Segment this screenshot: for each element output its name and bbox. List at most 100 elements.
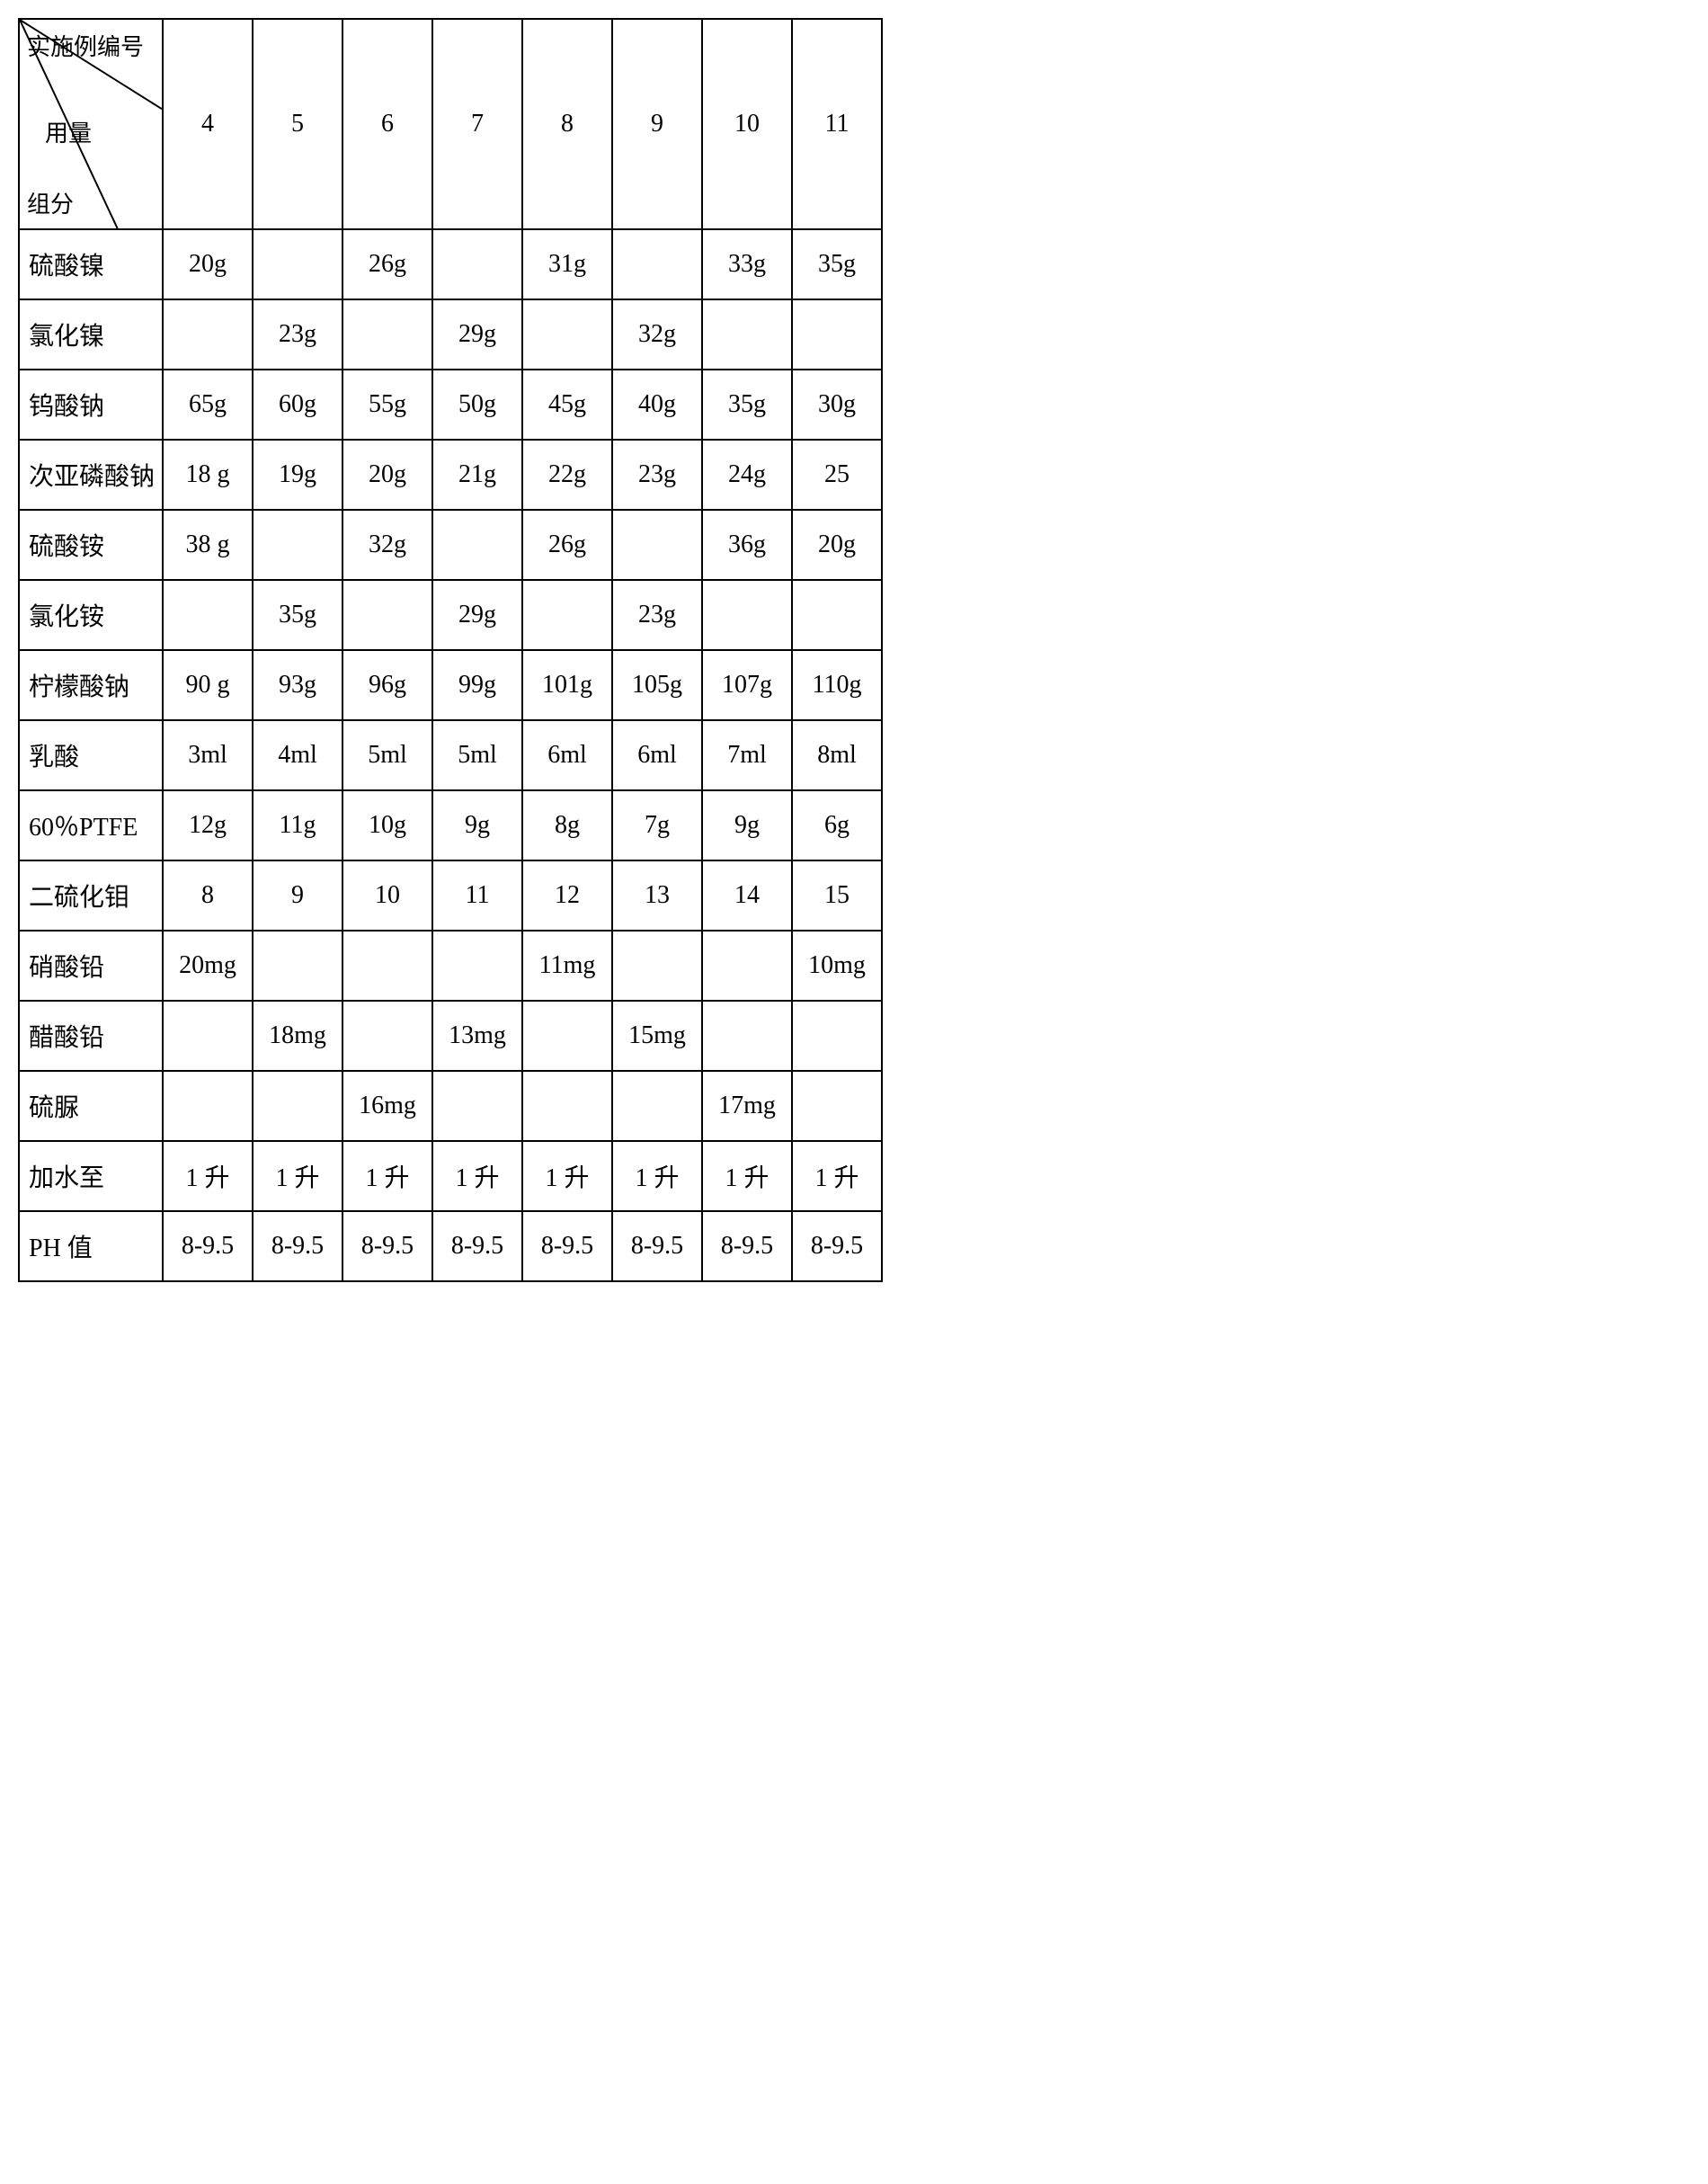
data-cell: 23g [253, 299, 342, 370]
header-diagonal-cell: 实施例编号用量组分 [19, 19, 163, 229]
data-cell [163, 1071, 253, 1141]
data-cell: 12 [522, 860, 612, 931]
table-row: 柠檬酸钠90 g93g96g99g101g105g107g110g [19, 650, 882, 720]
table-row: 氯化镍 23g 29g 32g [19, 299, 882, 370]
data-cell: 8ml [792, 720, 882, 790]
data-cell: 1 升 [612, 1141, 702, 1211]
data-cell: 1 升 [702, 1141, 792, 1211]
data-cell: 7ml [702, 720, 792, 790]
data-cell: 35g [253, 580, 342, 650]
data-cell: 101g [522, 650, 612, 720]
data-cell [792, 1071, 882, 1141]
data-cell: 55g [342, 370, 432, 440]
data-cell: 45g [522, 370, 612, 440]
data-cell [432, 931, 522, 1001]
row-label: 60％PTFE [19, 790, 163, 860]
data-cell [163, 580, 253, 650]
data-cell [253, 229, 342, 299]
data-cell: 18mg [253, 1001, 342, 1071]
data-cell: 11mg [522, 931, 612, 1001]
data-cell: 29g [432, 580, 522, 650]
data-cell: 26g [342, 229, 432, 299]
data-cell: 7g [612, 790, 702, 860]
data-cell [612, 1071, 702, 1141]
data-cell: 38 g [163, 510, 253, 580]
data-cell: 93g [253, 650, 342, 720]
data-cell: 13mg [432, 1001, 522, 1071]
data-cell [342, 1001, 432, 1071]
data-cell [702, 1001, 792, 1071]
data-cell [792, 1001, 882, 1071]
data-cell: 9 [253, 860, 342, 931]
row-label: 硫脲 [19, 1071, 163, 1141]
column-header: 5 [253, 19, 342, 229]
data-cell: 9g [432, 790, 522, 860]
data-cell: 105g [612, 650, 702, 720]
data-cell: 8-9.5 [612, 1211, 702, 1281]
data-cell [253, 510, 342, 580]
table-row: 硝酸铅20mg11mg10mg [19, 931, 882, 1001]
data-cell: 32g [342, 510, 432, 580]
row-label: 硫酸铵 [19, 510, 163, 580]
data-cell [253, 931, 342, 1001]
data-cell [792, 299, 882, 370]
table-row: 60％PTFE12g11g10g9g8g7g9g6g [19, 790, 882, 860]
data-cell: 32g [612, 299, 702, 370]
data-cell: 13 [612, 860, 702, 931]
data-cell: 60g [253, 370, 342, 440]
data-cell: 8-9.5 [792, 1211, 882, 1281]
data-cell: 33g [702, 229, 792, 299]
column-header: 10 [702, 19, 792, 229]
data-cell: 10mg [792, 931, 882, 1001]
data-cell [612, 931, 702, 1001]
data-cell: 8-9.5 [702, 1211, 792, 1281]
header-label-example-no: 实施例编号 [27, 29, 144, 62]
data-cell: 96g [342, 650, 432, 720]
composition-table-wrapper: 实施例编号用量组分4567891011硫酸镍20g26g31g33g35g氯化镍… [18, 18, 881, 1282]
data-cell: 1 升 [342, 1141, 432, 1211]
data-cell: 1 升 [522, 1141, 612, 1211]
data-cell: 6g [792, 790, 882, 860]
column-header: 6 [342, 19, 432, 229]
data-cell: 17mg [702, 1071, 792, 1141]
data-cell: 15mg [612, 1001, 702, 1071]
row-label: 氯化铵 [19, 580, 163, 650]
table-row: 钨酸钠65g60g55g50g45g40g35g30g [19, 370, 882, 440]
data-cell: 23g [612, 440, 702, 510]
row-label: 加水至 [19, 1141, 163, 1211]
column-header: 7 [432, 19, 522, 229]
data-cell [342, 931, 432, 1001]
row-label: 次亚磷酸钠 [19, 440, 163, 510]
row-label: 乳酸 [19, 720, 163, 790]
data-cell: 21g [432, 440, 522, 510]
table-header-row: 实施例编号用量组分4567891011 [19, 19, 882, 229]
data-cell: 3ml [163, 720, 253, 790]
data-cell [522, 1071, 612, 1141]
data-cell: 31g [522, 229, 612, 299]
data-cell: 15 [792, 860, 882, 931]
data-cell [432, 510, 522, 580]
header-label-amount: 用量 [45, 115, 92, 148]
data-cell: 30g [792, 370, 882, 440]
row-label: 硝酸铅 [19, 931, 163, 1001]
data-cell: 8g [522, 790, 612, 860]
data-cell: 1 升 [253, 1141, 342, 1211]
data-cell: 29g [432, 299, 522, 370]
data-cell: 35g [702, 370, 792, 440]
row-label: 柠檬酸钠 [19, 650, 163, 720]
table-row: 醋酸铅18mg13mg15mg [19, 1001, 882, 1071]
data-cell: 19g [253, 440, 342, 510]
data-cell [342, 580, 432, 650]
data-cell [702, 299, 792, 370]
data-cell: 9g [702, 790, 792, 860]
data-cell: 1 升 [792, 1141, 882, 1211]
data-cell [342, 299, 432, 370]
data-cell: 6ml [612, 720, 702, 790]
data-cell: 6ml [522, 720, 612, 790]
data-cell: 110g [792, 650, 882, 720]
data-cell: 20g [342, 440, 432, 510]
row-label: 钨酸钠 [19, 370, 163, 440]
row-label: 氯化镍 [19, 299, 163, 370]
data-cell: 16mg [342, 1071, 432, 1141]
table-row: 硫酸镍20g26g31g33g35g [19, 229, 882, 299]
